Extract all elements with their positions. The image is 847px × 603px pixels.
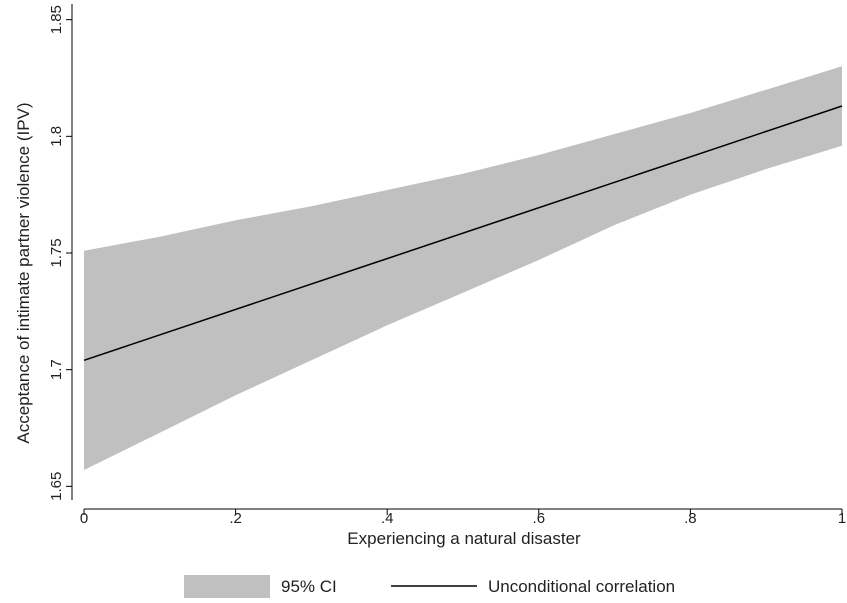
x-tick-label: .2 xyxy=(229,510,242,527)
y-axis-label: Acceptance of intimate partner violence … xyxy=(14,102,33,443)
fit-line-layer xyxy=(83,105,843,362)
x-axis-label: Experiencing a natural disaster xyxy=(347,529,581,548)
x-tick-label: .8 xyxy=(684,510,697,527)
x-tick-label: 0 xyxy=(80,510,88,527)
axes xyxy=(71,4,842,510)
confidence-band-layer xyxy=(84,66,842,471)
y-tick-label: 1.85 xyxy=(48,5,65,34)
fit-line xyxy=(83,105,843,362)
x-tick-label: .6 xyxy=(533,510,546,527)
legend-label-line: Unconditional correlation xyxy=(488,577,675,596)
legend: 95% CI Unconditional correlation xyxy=(184,575,675,598)
y-tick-label: 1.75 xyxy=(48,238,65,267)
x-tick-label: .4 xyxy=(381,510,394,527)
ticks: 0 .2 .4 .6 .8 1 1.65 1.7 1.75 1.8 1.85 xyxy=(48,5,846,527)
y-tick-label: 1.7 xyxy=(48,359,65,380)
ci-band xyxy=(84,66,842,471)
y-tick-label: 1.65 xyxy=(48,472,65,501)
y-tick-label: 1.8 xyxy=(48,126,65,147)
x-tick-label: 1 xyxy=(838,510,846,527)
legend-swatch-ci xyxy=(184,575,270,598)
legend-label-ci: 95% CI xyxy=(281,577,337,596)
